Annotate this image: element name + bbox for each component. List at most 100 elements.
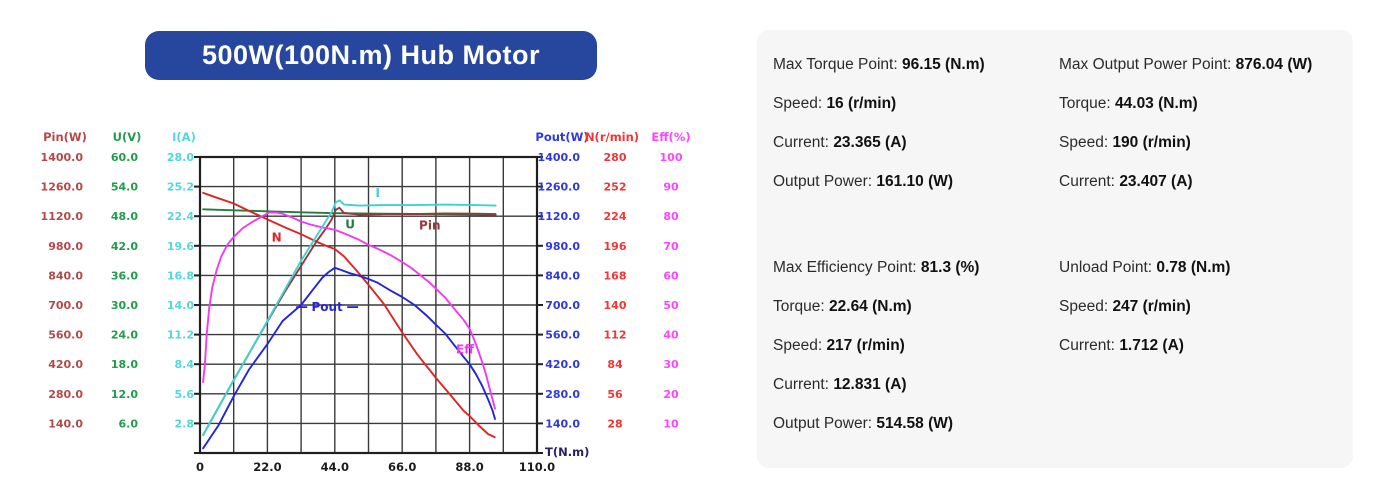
spec-label: Current: xyxy=(1059,337,1120,354)
page-title: 500W(100N.m) Hub Motor xyxy=(201,40,541,70)
series-label-I: I xyxy=(375,186,379,200)
axis-tick-label: 10 xyxy=(663,417,679,430)
spec-value: 247 (r/min) xyxy=(1112,298,1191,315)
axis-tick-label: 80 xyxy=(663,210,679,223)
axis-tick-label: 60 xyxy=(663,269,679,282)
spec-label: Output Power: xyxy=(773,173,877,190)
axis-tick-label: 252 xyxy=(604,181,627,194)
axis-tick-label: 19.6 xyxy=(167,240,194,253)
axis-tick-label: 54.0 xyxy=(111,181,138,194)
axis-header-U(V): U(V) xyxy=(113,130,142,144)
x-tick-label: 22.0 xyxy=(253,460,281,474)
spec-label: Output Power: xyxy=(773,415,877,432)
spec-row: Output Power: 161.10 (W) xyxy=(773,173,1059,195)
axis-tick-label: 50 xyxy=(663,299,679,312)
axis-tick-label: 980.0 xyxy=(48,240,83,253)
axis-tick-label: 280.0 xyxy=(545,388,580,401)
axis-tick-label: 140.0 xyxy=(545,417,580,430)
axis-header-N(r/min): N(r/min) xyxy=(585,130,639,144)
spec-row: Max Efficiency Point: 81.3 (%) xyxy=(773,259,1059,281)
axis-tick-label: 112 xyxy=(604,329,627,342)
series-line-I xyxy=(202,199,497,436)
axis-tick-label: 22.4 xyxy=(167,210,194,223)
axis-tick-label: 30.0 xyxy=(111,299,138,312)
spec-label: Current: xyxy=(773,376,834,393)
spec-row: Unload Point: 0.78 (N.m) xyxy=(1059,259,1339,281)
x-tick-label: 110.0 xyxy=(519,460,555,474)
axis-tick-label: 140 xyxy=(604,299,627,312)
spec-value: 0.78 (N.m) xyxy=(1156,259,1231,276)
axis-tick-label: 420.0 xyxy=(48,358,83,371)
axis-tick-label: 280 xyxy=(604,151,627,164)
spec-column-1: Max Efficiency Point: 81.3 (%) Torque: 22… xyxy=(773,259,1059,454)
spec-value: 1.712 (A) xyxy=(1119,337,1184,354)
spec-row: Current: 23.365 (A) xyxy=(773,134,1059,156)
axis-tick-label: 140.0 xyxy=(48,417,83,430)
axis-tick-label: 25.2 xyxy=(167,181,194,194)
x-tick-label: 44.0 xyxy=(321,460,349,474)
spec-row: Speed: 247 (r/min) xyxy=(1059,298,1339,320)
spec-label: Max Output Power Point: xyxy=(1059,56,1236,73)
series-label-N: N xyxy=(272,230,282,244)
spec-value: 16 (r/min) xyxy=(826,95,897,112)
spec-label: Torque: xyxy=(1059,95,1116,112)
axis-tick-label: 168 xyxy=(604,269,627,282)
axis-tick-label: 224 xyxy=(604,210,627,223)
spec-row: Current: 12.831 (A) xyxy=(773,376,1059,398)
axis-tick-label: 280.0 xyxy=(48,388,83,401)
axis-tick-label: 30 xyxy=(663,358,679,371)
axis-tick-label: 84 xyxy=(607,358,623,371)
axis-tick-label: 1400.0 xyxy=(41,151,84,164)
spec-label: Current: xyxy=(773,134,834,151)
spec-row: Speed: 190 (r/min) xyxy=(1059,134,1339,156)
axis-tick-label: 1260.0 xyxy=(538,181,581,194)
series-label-U: U xyxy=(345,218,355,232)
spec-column-2: Max Output Power Point: 876.04 (W) Torque… xyxy=(1059,56,1339,212)
axis-header-Eff(%): Eff(%) xyxy=(651,130,690,144)
series-label-Pin: Pin xyxy=(419,219,440,233)
spec-panel: Max Torque Point: 96.15 (N.m) Speed: 16 (… xyxy=(757,30,1353,468)
spec-value: 514.58 (W) xyxy=(876,415,954,432)
axis-tick-label: 12.0 xyxy=(111,388,138,401)
axis-tick-label: 700.0 xyxy=(545,299,580,312)
spec-label: Unload Point: xyxy=(1059,259,1157,276)
axis-tick-label: 8.4 xyxy=(175,358,195,371)
series-line-Pout xyxy=(202,266,496,450)
axis-tick-label: 1120.0 xyxy=(41,210,84,223)
spec-value: 161.10 (W) xyxy=(876,173,954,190)
spec-row: Speed: 217 (r/min) xyxy=(773,337,1059,359)
axis-tick-label: 560.0 xyxy=(48,329,83,342)
axis-tick-label: 6.0 xyxy=(119,417,139,430)
spec-value: 12.831 (A) xyxy=(833,376,907,393)
spec-value: 81.3 (%) xyxy=(920,259,980,276)
axis-tick-label: 14.0 xyxy=(167,299,194,312)
axis-header-Pout(W): Pout(W) xyxy=(535,130,588,144)
axis-tick-label: 48.0 xyxy=(111,210,138,223)
series-label-Pout: Pout xyxy=(311,300,343,314)
spec-row: Speed: 16 (r/min) xyxy=(773,95,1059,117)
axis-tick-label: 560.0 xyxy=(545,329,580,342)
spec-value: 23.365 (A) xyxy=(833,134,907,151)
spec-block-1: Max Torque Point: 96.15 (N.m) Speed: 16 (… xyxy=(773,56,1339,212)
axis-tick-label: 40 xyxy=(663,329,679,342)
axis-tick-label: 420.0 xyxy=(545,358,580,371)
axis-tick-label: 100 xyxy=(660,151,683,164)
spec-value: 217 (r/min) xyxy=(826,337,905,354)
spec-row: Current: 23.407 (A) xyxy=(1059,173,1339,195)
axis-tick-label: 90 xyxy=(663,181,679,194)
axis-tick-label: 980.0 xyxy=(545,240,580,253)
spec-label: Speed: xyxy=(1059,134,1113,151)
spec-label: Max Torque Point: xyxy=(773,56,902,73)
series-label-Eff: Eff xyxy=(456,342,474,356)
axis-tick-label: 840.0 xyxy=(545,269,580,282)
axis-tick-label: 11.2 xyxy=(167,329,194,342)
axis-tick-label: 1400.0 xyxy=(538,151,581,164)
axis-tick-label: 36.0 xyxy=(111,269,138,282)
axis-tick-label: 700.0 xyxy=(48,299,83,312)
axis-tick-label: 24.0 xyxy=(111,329,138,342)
series-line-Eff xyxy=(202,211,496,410)
axis-tick-label: 16.8 xyxy=(167,269,194,282)
spec-value: 23.407 (A) xyxy=(1119,173,1193,190)
